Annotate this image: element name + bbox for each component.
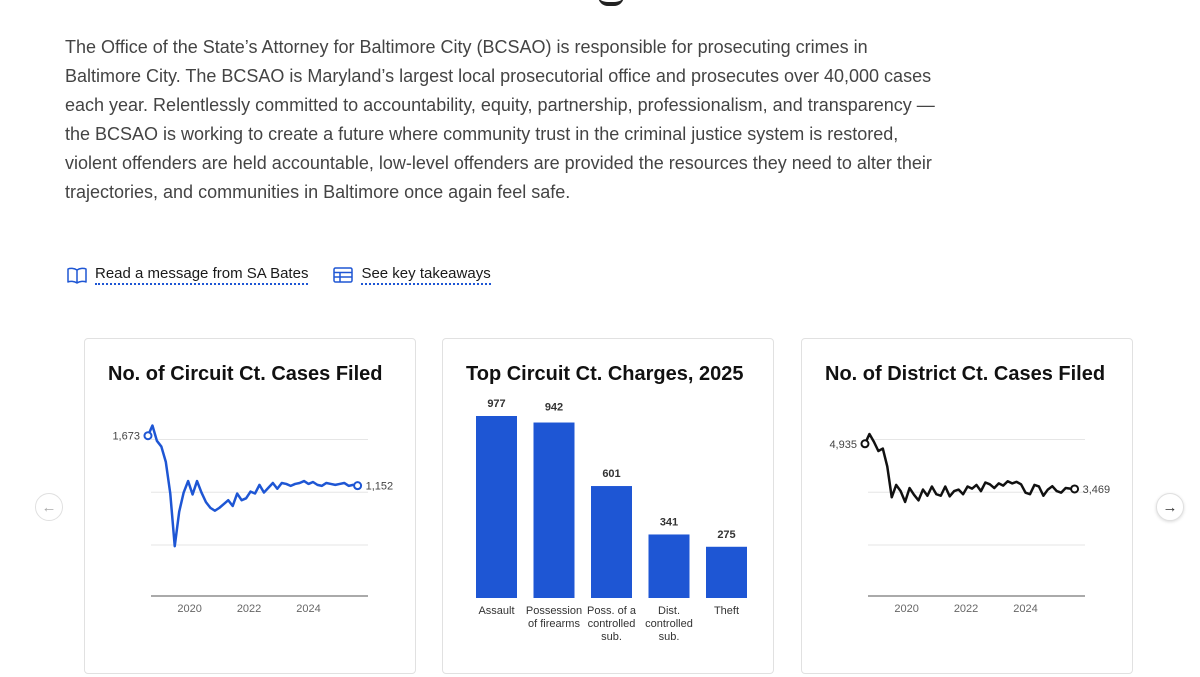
circuit-x-tick-label: 2020 [177, 603, 201, 615]
bar-category-label: of firearms [528, 618, 580, 630]
prev-arrow-button[interactable]: ← [35, 493, 63, 521]
arrow-right-icon: → [1162, 498, 1178, 516]
table-icon [332, 266, 354, 284]
bar [533, 422, 575, 598]
bar-category-label: Poss. of a [587, 605, 637, 617]
circuit-end-label: 1,152 [366, 481, 394, 493]
district-end-label: 3,469 [1083, 484, 1111, 496]
circuit-x-tick-label: 2022 [237, 603, 261, 615]
bar [591, 486, 632, 598]
district-cases-card: No. of District Ct. Cases Filed 2020 2022… [801, 338, 1133, 674]
district-series-line [863, 432, 1076, 504]
district-start-label: 4,935 [829, 439, 857, 451]
bar-category-label: controlled [645, 618, 693, 630]
district-x-tick-label: 2020 [894, 603, 918, 615]
bar-category-label: controlled [588, 618, 636, 630]
key-takeaways-link[interactable]: See key takeaways [332, 265, 491, 285]
circuit-end-point [353, 481, 363, 491]
district-cases-title: No. of District Ct. Cases Filed [825, 363, 1106, 385]
read-message-link[interactable]: Read a message from SA Bates [66, 265, 309, 285]
district-x-tick-label: 2022 [954, 603, 978, 615]
circuit-cases-card: No. of Circuit Ct. Cases Filed 2020 2022 2… [84, 338, 416, 674]
bar-category-label: Possession [526, 605, 582, 617]
bar-category-label: sub. [659, 631, 680, 643]
bar-category-label: sub. [601, 631, 622, 643]
bar-category-label: Theft [714, 605, 739, 617]
intro-paragraph: The Office of the State’s Attorney for B… [65, 37, 935, 202]
circuit-x-tick-label: 2024 [296, 603, 320, 615]
bar-value-label: 977 [487, 398, 505, 410]
district-cases-chart: 2020 2022 2024 4,935 3,469 [829, 432, 1111, 615]
heading-fragment [598, 0, 624, 6]
book-icon [66, 266, 88, 284]
bar [476, 416, 517, 598]
next-arrow-button[interactable]: → [1156, 493, 1184, 521]
key-takeaways-label[interactable]: See key takeaways [361, 265, 491, 285]
circuit-start-label: 1,673 [112, 431, 140, 443]
bar-value-label: 275 [717, 529, 735, 541]
bar-category-label: Dist. [658, 605, 680, 617]
bar-value-label: 942 [545, 402, 563, 414]
top-charges-title: Top Circuit Ct. Charges, 2025 [466, 363, 744, 385]
bar [706, 546, 747, 598]
circuit-series-line [146, 424, 359, 548]
arrow-left-icon: ← [41, 498, 57, 516]
top-charges-card: Top Circuit Ct. Charges, 2025 977 Assault… [442, 338, 774, 674]
circuit-start-point [143, 431, 153, 441]
read-message-label[interactable]: Read a message from SA Bates [95, 265, 309, 285]
district-x-tick-label: 2024 [1013, 603, 1037, 615]
circuit-cases-chart: 2020 2022 2024 1,673 1,152 [112, 424, 394, 615]
district-end-point [1070, 484, 1080, 494]
bar-value-label: 601 [602, 468, 620, 480]
bar-category-label: Assault [478, 605, 514, 617]
circuit-cases-title: No. of Circuit Ct. Cases Filed [108, 363, 383, 385]
district-start-point [860, 439, 870, 449]
intro-links: Read a message from SA Bates See key tak… [66, 265, 491, 285]
bar-value-label: 341 [660, 516, 678, 528]
bar [648, 534, 690, 598]
